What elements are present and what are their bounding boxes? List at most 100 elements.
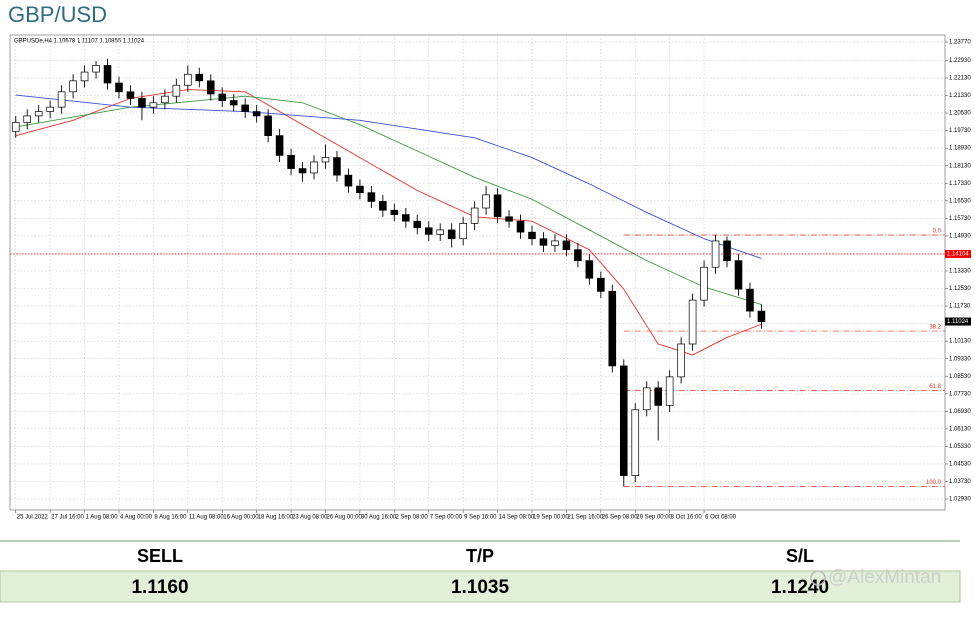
x-tick-label: 25 Jul 2022: [17, 515, 49, 521]
candle-body: [34, 111, 43, 117]
candle-body: [447, 229, 456, 240]
x-tick-label: 16 Aug 00:00: [223, 515, 259, 521]
candle-body: [723, 240, 731, 262]
candle-body: [413, 220, 422, 229]
candle-body: [356, 185, 364, 194]
candle-body: [516, 220, 525, 233]
x-tick-label: 23 Aug 08:00: [292, 515, 328, 521]
candle-body: [459, 223, 467, 240]
candle-body: [390, 209, 399, 215]
candle-body: [493, 194, 502, 218]
y-tick-label: 1.03730: [949, 479, 971, 485]
price-box: [945, 249, 971, 258]
x-tick-label: 2 Sep 08:00: [395, 515, 428, 521]
candle-body: [757, 310, 766, 322]
candle-body: [11, 122, 20, 132]
y-tick-label: 1.21330: [949, 93, 971, 99]
candle-body: [677, 343, 685, 378]
current-price-box: [945, 317, 971, 326]
x-tick-label: 27 Jul 16:00: [51, 515, 84, 521]
candle-body: [551, 240, 559, 246]
candle-body: [608, 291, 617, 367]
y-tick-label: 1.16530: [949, 198, 971, 204]
x-tick-label: 21 Sep 16:00: [567, 515, 603, 521]
candle-body: [23, 115, 32, 123]
x-tick-label: 3 Oct 16:00: [671, 515, 703, 521]
candle-body: [585, 260, 594, 279]
candle-body: [688, 299, 697, 345]
candle-body: [149, 102, 158, 108]
y-tick-label: 1.09330: [949, 356, 971, 362]
candle-body: [631, 409, 640, 476]
table-cell: 1.1240: [771, 577, 829, 598]
x-tick-label: 26 Aug 00:00: [326, 515, 362, 521]
candle-body: [402, 214, 410, 222]
candle-body: [379, 201, 387, 211]
candle-body: [746, 288, 754, 312]
y-tick-label: 1.07730: [949, 391, 971, 397]
chart-frame: [9, 34, 946, 511]
price-box-label: 1.14104: [947, 252, 969, 258]
x-tick-label: 19 Sep 00:00: [533, 515, 569, 521]
x-tick-label: 11 Aug 08:00: [189, 515, 225, 521]
candle-body: [46, 106, 54, 112]
candle-body: [184, 73, 192, 86]
y-tick-label: 1.17330: [949, 181, 971, 187]
y-tick-label: 1.20530: [949, 111, 971, 117]
candle-body: [206, 80, 215, 95]
x-tick-label: 14 Sep 08:00: [499, 515, 535, 521]
candle-body: [528, 231, 536, 240]
candle-body: [424, 227, 433, 235]
fib-label: 38.2: [929, 325, 941, 331]
candle-body: [69, 80, 77, 93]
x-tick-label: 30 Aug 16:00: [361, 515, 397, 521]
candle-body: [264, 115, 272, 137]
x-tick-label: 6 Oct 08:00: [705, 515, 737, 521]
fib-label: 0.0: [933, 229, 942, 235]
moving-average: [15, 89, 762, 356]
fib-label: 100.0: [926, 480, 942, 486]
watermark-icon: [810, 570, 826, 586]
candle-body: [597, 277, 605, 292]
y-tick-label: 1.18130: [949, 163, 971, 169]
y-tick-label: 1.04530: [949, 462, 971, 468]
candle-body: [333, 157, 341, 176]
symbol-header: GBPUSDe,H4 1.10678 1.11107 1.10855 1.110…: [14, 39, 145, 45]
candle-body: [275, 135, 284, 156]
candle-body: [138, 98, 146, 108]
candle-body: [252, 111, 261, 117]
watermark: @AlexMintan: [828, 567, 941, 588]
y-tick-label: 1.23770: [949, 40, 971, 46]
candle-body: [734, 260, 743, 290]
candle-body: [505, 216, 513, 222]
table-row-bg: [0, 570, 961, 603]
candle-body: [115, 82, 123, 93]
candle-body: [470, 207, 479, 224]
candle-body: [321, 157, 330, 163]
y-tick-label: 1.12530: [949, 286, 971, 292]
candle-body: [539, 238, 548, 246]
candle-body: [711, 240, 720, 268]
table-header: S/L: [786, 546, 814, 566]
candle-body: [195, 73, 204, 82]
candle-body: [218, 93, 227, 101]
y-tick-label: 1.15730: [949, 216, 971, 222]
candle-body: [619, 365, 628, 476]
x-tick-label: 29 Sep 00:00: [636, 515, 672, 521]
y-tick-label: 1.14930: [949, 233, 971, 239]
candle-body: [287, 155, 295, 169]
candle-body: [126, 91, 135, 99]
x-tick-label: 26 Sep 08:00: [602, 515, 638, 521]
candle-body: [574, 249, 582, 262]
candle-body: [436, 229, 445, 235]
moving-average: [15, 95, 762, 305]
y-tick-label: 1.11730: [949, 304, 971, 310]
candle-body: [92, 65, 100, 73]
table-cell: 1.1035: [451, 577, 510, 598]
y-tick-label: 1.10130: [949, 339, 971, 345]
x-tick-label: 8 Aug 16:00: [154, 515, 187, 521]
y-tick-label: 1.18930: [949, 146, 971, 152]
y-tick-label: 1.19730: [949, 128, 971, 134]
candle-body: [642, 387, 651, 411]
